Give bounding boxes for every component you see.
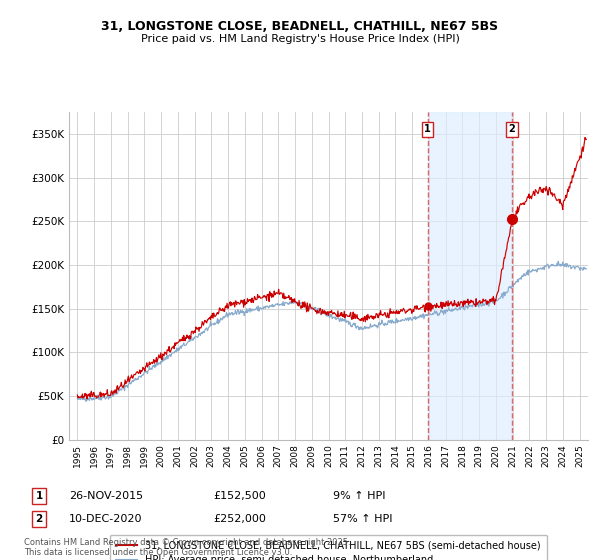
Legend: 31, LONGSTONE CLOSE, BEADNELL, CHATHILL, NE67 5BS (semi-detached house), HPI: Av: 31, LONGSTONE CLOSE, BEADNELL, CHATHILL,… <box>110 535 547 560</box>
Text: 1: 1 <box>424 124 431 134</box>
Bar <box>428 112 512 440</box>
Text: 57% ↑ HPI: 57% ↑ HPI <box>333 514 392 524</box>
Text: 9% ↑ HPI: 9% ↑ HPI <box>333 491 386 501</box>
Text: 10-DEC-2020: 10-DEC-2020 <box>69 514 143 524</box>
Text: 2: 2 <box>35 514 43 524</box>
Text: 2: 2 <box>509 124 515 134</box>
Text: £152,500: £152,500 <box>213 491 266 501</box>
Text: 26-NOV-2015: 26-NOV-2015 <box>69 491 143 501</box>
Text: 1: 1 <box>35 491 43 501</box>
Text: Price paid vs. HM Land Registry's House Price Index (HPI): Price paid vs. HM Land Registry's House … <box>140 34 460 44</box>
Text: Contains HM Land Registry data © Crown copyright and database right 2025.
This d: Contains HM Land Registry data © Crown c… <box>24 538 350 557</box>
Text: £252,000: £252,000 <box>213 514 266 524</box>
Text: 31, LONGSTONE CLOSE, BEADNELL, CHATHILL, NE67 5BS: 31, LONGSTONE CLOSE, BEADNELL, CHATHILL,… <box>101 20 499 32</box>
